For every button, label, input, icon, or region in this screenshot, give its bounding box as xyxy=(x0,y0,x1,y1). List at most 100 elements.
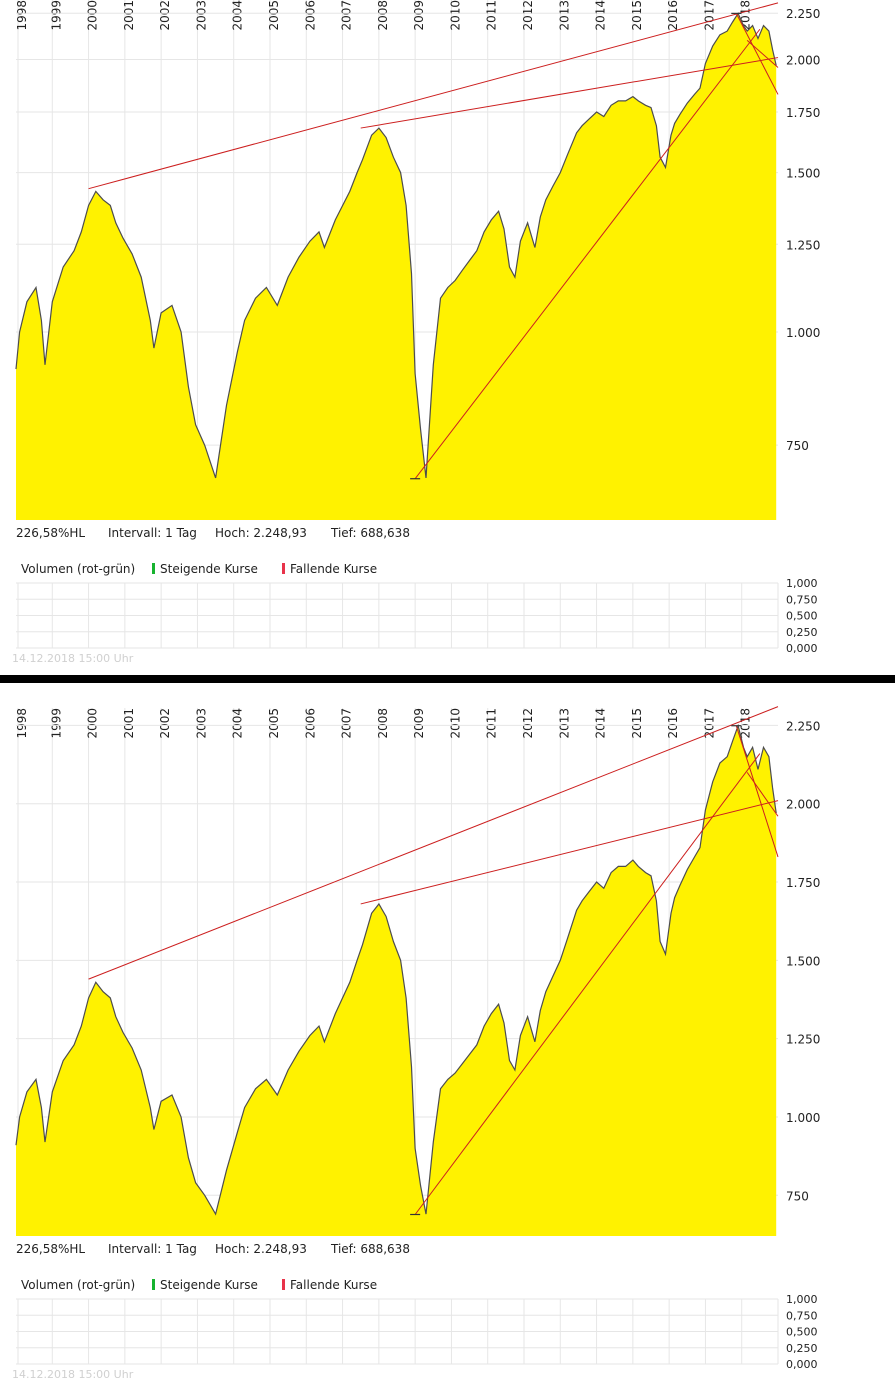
x-tick-label: 2012 xyxy=(521,708,535,739)
x-tick-label: 2012 xyxy=(521,0,535,31)
x-tick-label: 2000 xyxy=(86,708,100,739)
x-tick-label: 2001 xyxy=(122,708,136,739)
falling-swatch xyxy=(282,563,285,574)
volume-tick-label: 1,000 xyxy=(786,1293,818,1306)
timestamp: 14.12.2018 15:00 Uhr xyxy=(12,652,134,665)
x-tick-label: 1999 xyxy=(49,708,63,739)
low-label: Tief: 688,638 xyxy=(330,1242,410,1256)
x-tick-label: 2017 xyxy=(702,708,716,739)
x-tick-label: 2000 xyxy=(86,0,100,31)
x-tick-label: 2015 xyxy=(630,0,644,31)
x-tick-label: 1999 xyxy=(49,0,63,31)
y-tick-label: 1.250 xyxy=(786,1033,820,1047)
rising-swatch xyxy=(152,563,155,574)
x-tick-label: 2011 xyxy=(485,708,499,739)
price-area xyxy=(16,725,777,1236)
volume-tick-label: 0,750 xyxy=(786,593,818,606)
rising-swatch xyxy=(152,1279,155,1290)
price-line xyxy=(15,12,777,479)
x-tick-label: 2002 xyxy=(158,0,172,31)
x-tick-label: 2008 xyxy=(376,708,390,739)
x-tick-label: 2003 xyxy=(194,0,208,31)
interval-label: Intervall: 1 Tag xyxy=(108,526,197,540)
y-tick-label: 2.250 xyxy=(786,7,820,21)
panel-divider xyxy=(0,675,895,683)
x-tick-label: 2009 xyxy=(412,0,426,31)
trendline xyxy=(360,800,779,905)
x-tick-label: 2007 xyxy=(340,0,354,31)
y-tick-label: 1.000 xyxy=(786,1111,820,1125)
trendline xyxy=(88,706,779,980)
high-label: Hoch: 2.248,93 xyxy=(215,1242,307,1256)
y-tick-label: 1.500 xyxy=(786,954,820,968)
x-tick-label: 2015 xyxy=(630,708,644,739)
falling-legend: Fallende Kurse xyxy=(290,1278,377,1292)
price-line xyxy=(15,723,777,1216)
x-tick-label: 2014 xyxy=(594,0,608,31)
x-tick-label: 1998 xyxy=(15,708,29,739)
y-tick-label: 2.000 xyxy=(786,798,820,812)
x-tick-label: 1998 xyxy=(15,0,29,31)
y-tick-label: 1.750 xyxy=(786,106,820,120)
y-tick-label: 1.000 xyxy=(786,326,820,340)
volume-label: Volumen (rot-grün) xyxy=(21,562,135,576)
x-tick-label: 2016 xyxy=(666,0,680,31)
y-tick-label: 750 xyxy=(786,1189,809,1203)
x-tick-label: 2016 xyxy=(666,708,680,739)
trendlines xyxy=(88,2,779,480)
price-area xyxy=(16,13,777,521)
x-tick-label: 2001 xyxy=(122,0,136,31)
y-tick-label: 1.500 xyxy=(786,167,820,181)
rising-legend: Steigende Kurse xyxy=(160,1278,258,1292)
x-tick-label: 2010 xyxy=(448,708,462,739)
x-tick-label: 2004 xyxy=(231,708,245,739)
x-tick-label: 2006 xyxy=(303,0,317,31)
x-tick-label: 2013 xyxy=(557,708,571,739)
trendlines xyxy=(88,706,779,1215)
volume-tick-label: 0,750 xyxy=(786,1309,818,1322)
volume-label: Volumen (rot-grün) xyxy=(21,1278,135,1292)
x-tick-label: 2008 xyxy=(376,0,390,31)
interval-label: Intervall: 1 Tag xyxy=(108,1242,197,1256)
volume-tick-label: 0,000 xyxy=(786,642,818,655)
x-tick-label: 2004 xyxy=(231,0,245,31)
high-label: Hoch: 2.248,93 xyxy=(215,526,307,540)
falling-swatch xyxy=(282,1279,285,1290)
x-tick-label: 2002 xyxy=(158,708,172,739)
timestamp: 14.12.2018 15:00 Uhr xyxy=(12,1368,134,1381)
low-label: Tief: 688,638 xyxy=(330,526,410,540)
x-tick-label: 2017 xyxy=(702,0,716,31)
trendline xyxy=(746,39,779,68)
rising-legend: Steigende Kurse xyxy=(160,562,258,576)
chart-panel-1: 1998 1999 2000 2001 2002 2003 2004 2005 2006 2007… xyxy=(12,0,820,665)
y-tick-label: 2.000 xyxy=(786,54,820,68)
trendline xyxy=(88,2,779,190)
x-tick-label: 2010 xyxy=(448,0,462,31)
volume-tick-label: 0,000 xyxy=(786,1358,818,1371)
volume-tick-label: 0,250 xyxy=(786,1342,818,1355)
y-tick-label: 1.750 xyxy=(786,876,820,890)
trendline xyxy=(414,28,761,480)
y-tick-label: 2.250 xyxy=(786,719,820,733)
volume-tick-label: 0,500 xyxy=(786,610,818,623)
x-tick-label: 2003 xyxy=(194,708,208,739)
x-tick-label: 2014 xyxy=(594,708,608,739)
x-tick-label: 2009 xyxy=(412,708,426,739)
trendline xyxy=(360,57,779,129)
range-label: 226,58%HL xyxy=(16,526,85,540)
volume-tick-label: 0,250 xyxy=(786,626,818,639)
x-tick-label: 2007 xyxy=(340,708,354,739)
x-tick-label: 2013 xyxy=(557,0,571,31)
falling-legend: Fallende Kurse xyxy=(290,562,377,576)
y-tick-label: 1.250 xyxy=(786,238,820,252)
volume-tick-label: 1,000 xyxy=(786,577,818,590)
y-tick-label: 750 xyxy=(786,439,809,453)
x-tick-label: 2006 xyxy=(303,708,317,739)
trendline xyxy=(735,13,779,95)
trendline xyxy=(746,772,779,817)
x-tick-label: 2011 xyxy=(485,0,499,31)
x-tick-label: 2018 xyxy=(739,708,753,739)
chart-panel-2: 1998 1999 2000 2001 2002 2003 2004 2005 2006 2007… xyxy=(12,706,820,1381)
